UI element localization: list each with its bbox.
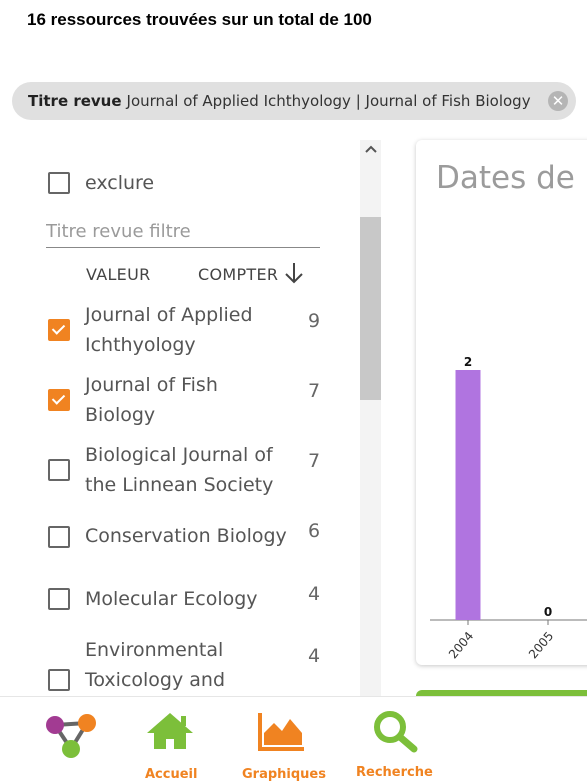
nav-charts[interactable]: Graphiques (242, 711, 326, 782)
next-card-edge (416, 690, 587, 698)
facet-item-count: 4 (308, 583, 321, 605)
facet-item-count: 4 (308, 645, 321, 667)
close-icon[interactable]: ✕ (548, 91, 568, 111)
scrollbar-thumb[interactable] (360, 217, 381, 400)
active-filter-chip[interactable]: Titre revue Journal of Applied Ichthyolo… (12, 82, 576, 120)
active-filter-value: Journal of Applied Ichthyology | Journal… (126, 92, 531, 110)
x-axis-tick-label: 2004 (446, 629, 476, 661)
exclude-label: exclure (85, 172, 155, 194)
bar-data-label: 2 (464, 355, 472, 369)
facet-checkbox[interactable] (48, 588, 70, 610)
journal-filter-input[interactable] (46, 216, 320, 248)
bottom-nav: Accueil Graphiques Recherche (0, 696, 587, 782)
facet-checkbox[interactable] (48, 526, 70, 548)
network-logo-icon[interactable] (45, 711, 97, 759)
facet-item-label[interactable]: Conservation Biology (85, 525, 287, 547)
facet-item-label[interactable]: Journal of Applied Ichthyology (85, 304, 253, 356)
publication-dates-card: Dates de p 2 2004 0 2005 (416, 140, 587, 665)
facet-item-count: 9 (308, 310, 321, 332)
active-filter-label: Titre revue (28, 92, 122, 110)
facet-item-count: 7 (308, 380, 321, 402)
result-count: 16 ressources trouvées sur un total de 1… (27, 10, 372, 29)
facet-checkbox[interactable] (48, 319, 70, 341)
chevron-up-icon[interactable] (364, 142, 378, 156)
bar-data-label: 0 (544, 605, 552, 619)
journal-facet-panel: exclure VALEUR COMPTER Journal of Applie… (0, 140, 385, 696)
facet-item-count: 6 (308, 520, 321, 542)
chart-title: Dates de p (436, 160, 587, 196)
search-icon (374, 711, 418, 753)
facet-scrollbar[interactable] (360, 140, 381, 696)
nav-home[interactable]: Accueil (145, 711, 197, 782)
exclude-checkbox[interactable] (48, 172, 70, 194)
chart-area-icon (258, 713, 304, 751)
facet-checkbox[interactable] (48, 459, 70, 481)
column-header-count[interactable]: COMPTER (198, 265, 279, 284)
facet-checkbox[interactable] (48, 389, 70, 411)
x-axis-tick-label: 2005 (526, 629, 556, 661)
facet-item-label[interactable]: Molecular Ecology (85, 588, 258, 610)
chart-bar[interactable] (455, 370, 481, 620)
publication-dates-chart: 2 2004 0 2005 (430, 355, 587, 661)
facet-item-label[interactable]: Journal of Fish Biology (85, 374, 218, 426)
facet-item-label[interactable]: Biological Journal of the Linnean Society (85, 444, 274, 496)
nav-charts-label: Graphiques (242, 767, 326, 782)
nav-search-label: Recherche (356, 765, 433, 780)
facet-item-label[interactable]: Environmental Toxicology and (85, 639, 226, 691)
facet-checkbox[interactable] (48, 669, 70, 691)
nav-search[interactable]: Recherche (356, 709, 433, 780)
facet-item-count: 7 (308, 450, 321, 472)
home-icon (147, 713, 193, 749)
sort-arrow-down-icon[interactable] (283, 261, 305, 285)
nav-home-label: Accueil (145, 767, 198, 782)
column-header-value[interactable]: VALEUR (86, 265, 151, 284)
